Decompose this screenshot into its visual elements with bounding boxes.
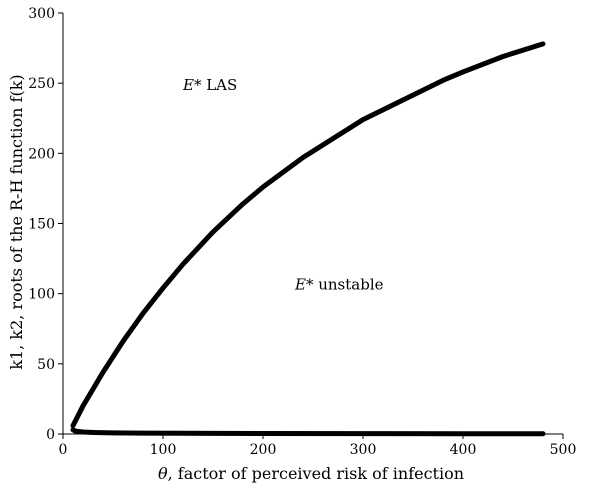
y-tick-label: 250 — [28, 76, 55, 92]
x-tick-label: 400 — [450, 442, 477, 458]
series-line-2 — [70, 427, 546, 437]
annotation-symbol: E* — [182, 76, 202, 94]
y-tick-label: 150 — [28, 217, 55, 233]
annotation-2: E* unstable — [294, 275, 384, 293]
y-tick-label: 200 — [28, 146, 55, 162]
tick-marks: 0 100 200 300 400 500 0 50 100 150 200 250 300 — [28, 6, 576, 458]
y-tick-label: 100 — [28, 287, 55, 303]
x-tick-label: 500 — [550, 442, 577, 458]
x-axis-symbol: θ — [158, 464, 168, 483]
annotation-text: unstable — [313, 275, 383, 293]
axes — [62, 13, 563, 435]
annotation-text: LAS — [201, 76, 237, 94]
x-axis-title: θ, factor of perceived risk of infection — [158, 464, 464, 483]
y-tick-label: 50 — [37, 357, 55, 373]
data-series — [70, 41, 546, 437]
y-tick-label: 300 — [28, 6, 55, 22]
x-tick-label: 0 — [59, 442, 68, 458]
annotation-1: E* LAS — [182, 76, 237, 94]
x-tick-label: 200 — [250, 442, 277, 458]
series-line-1 — [70, 41, 546, 429]
x-axis-text: , factor of perceived risk of infection — [168, 464, 464, 483]
x-tick-label: 100 — [150, 442, 177, 458]
x-tick-label: 300 — [350, 442, 377, 458]
y-tick-label: 0 — [46, 427, 55, 443]
annotation-symbol: E* — [294, 275, 314, 293]
y-axis-title: k1, k2, roots of the R-H function f(k) — [7, 74, 26, 369]
